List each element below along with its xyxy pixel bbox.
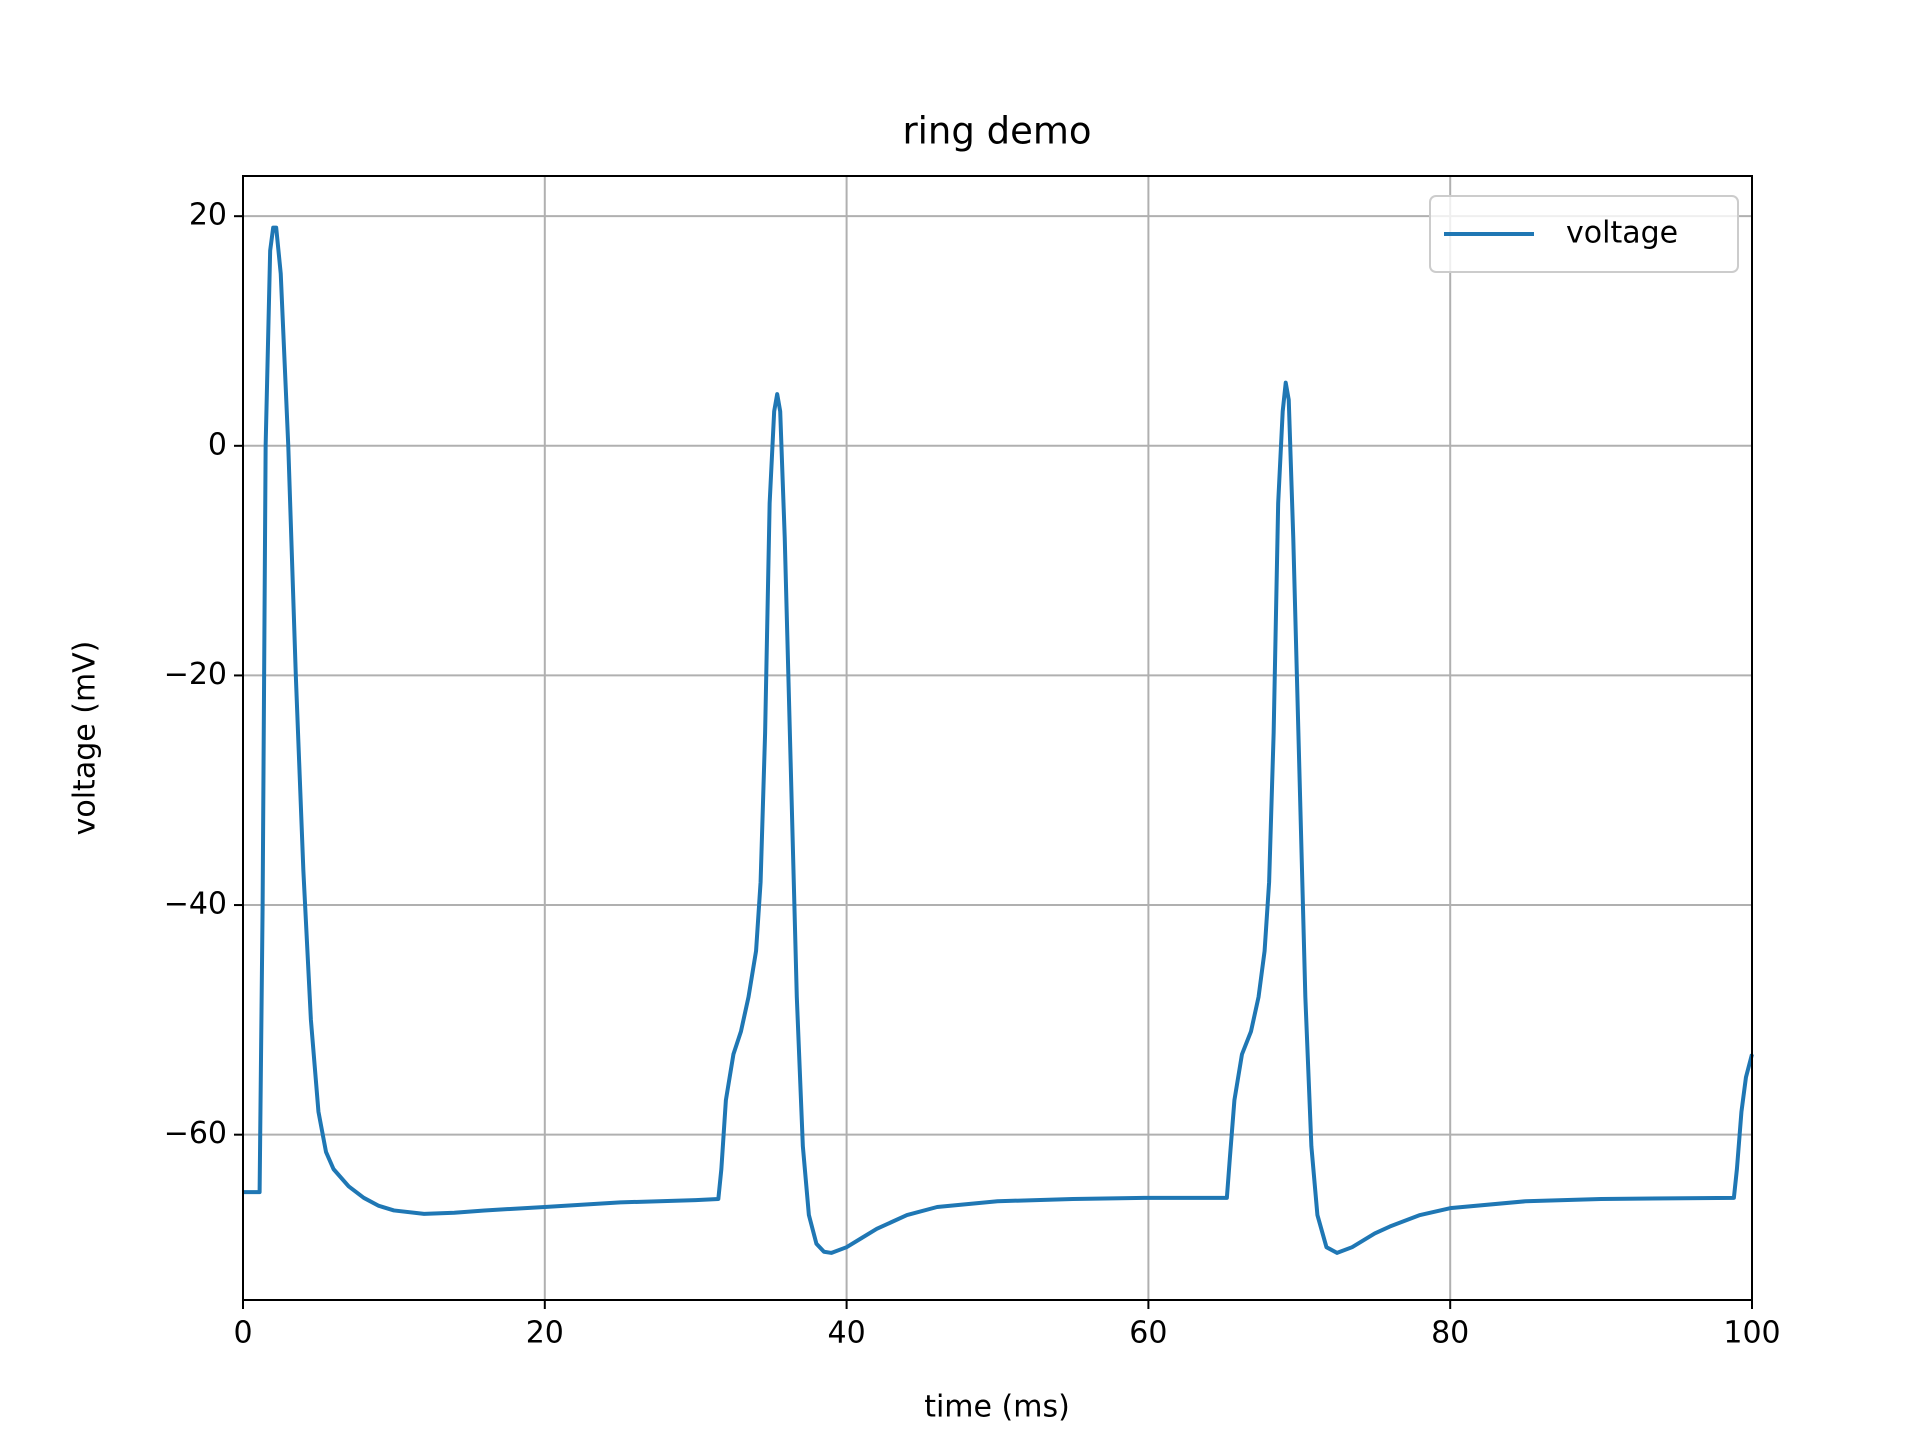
y-tick-label: −20 — [164, 657, 227, 692]
x-tick-label: 20 — [526, 1316, 564, 1351]
x-tick-label: 60 — [1129, 1316, 1167, 1351]
y-axis-label: voltage (mV) — [68, 641, 103, 836]
x-axis-label: time (ms) — [924, 1390, 1070, 1425]
legend-label: voltage — [1566, 216, 1678, 251]
legend-box — [1429, 195, 1739, 273]
plot-frame — [242, 175, 1753, 1301]
y-tick-label: 20 — [189, 198, 227, 233]
x-tick-label: 80 — [1431, 1316, 1469, 1351]
x-tick-label: 40 — [828, 1316, 866, 1351]
x-tick-label: 100 — [1723, 1316, 1780, 1351]
y-tick-label: −40 — [164, 887, 227, 922]
y-tick-label: −60 — [164, 1116, 227, 1151]
x-tick-label: 0 — [233, 1316, 252, 1351]
y-tick-label: 0 — [208, 427, 227, 462]
chart-title: ring demo — [902, 110, 1091, 153]
line-series — [243, 225, 1754, 1255]
